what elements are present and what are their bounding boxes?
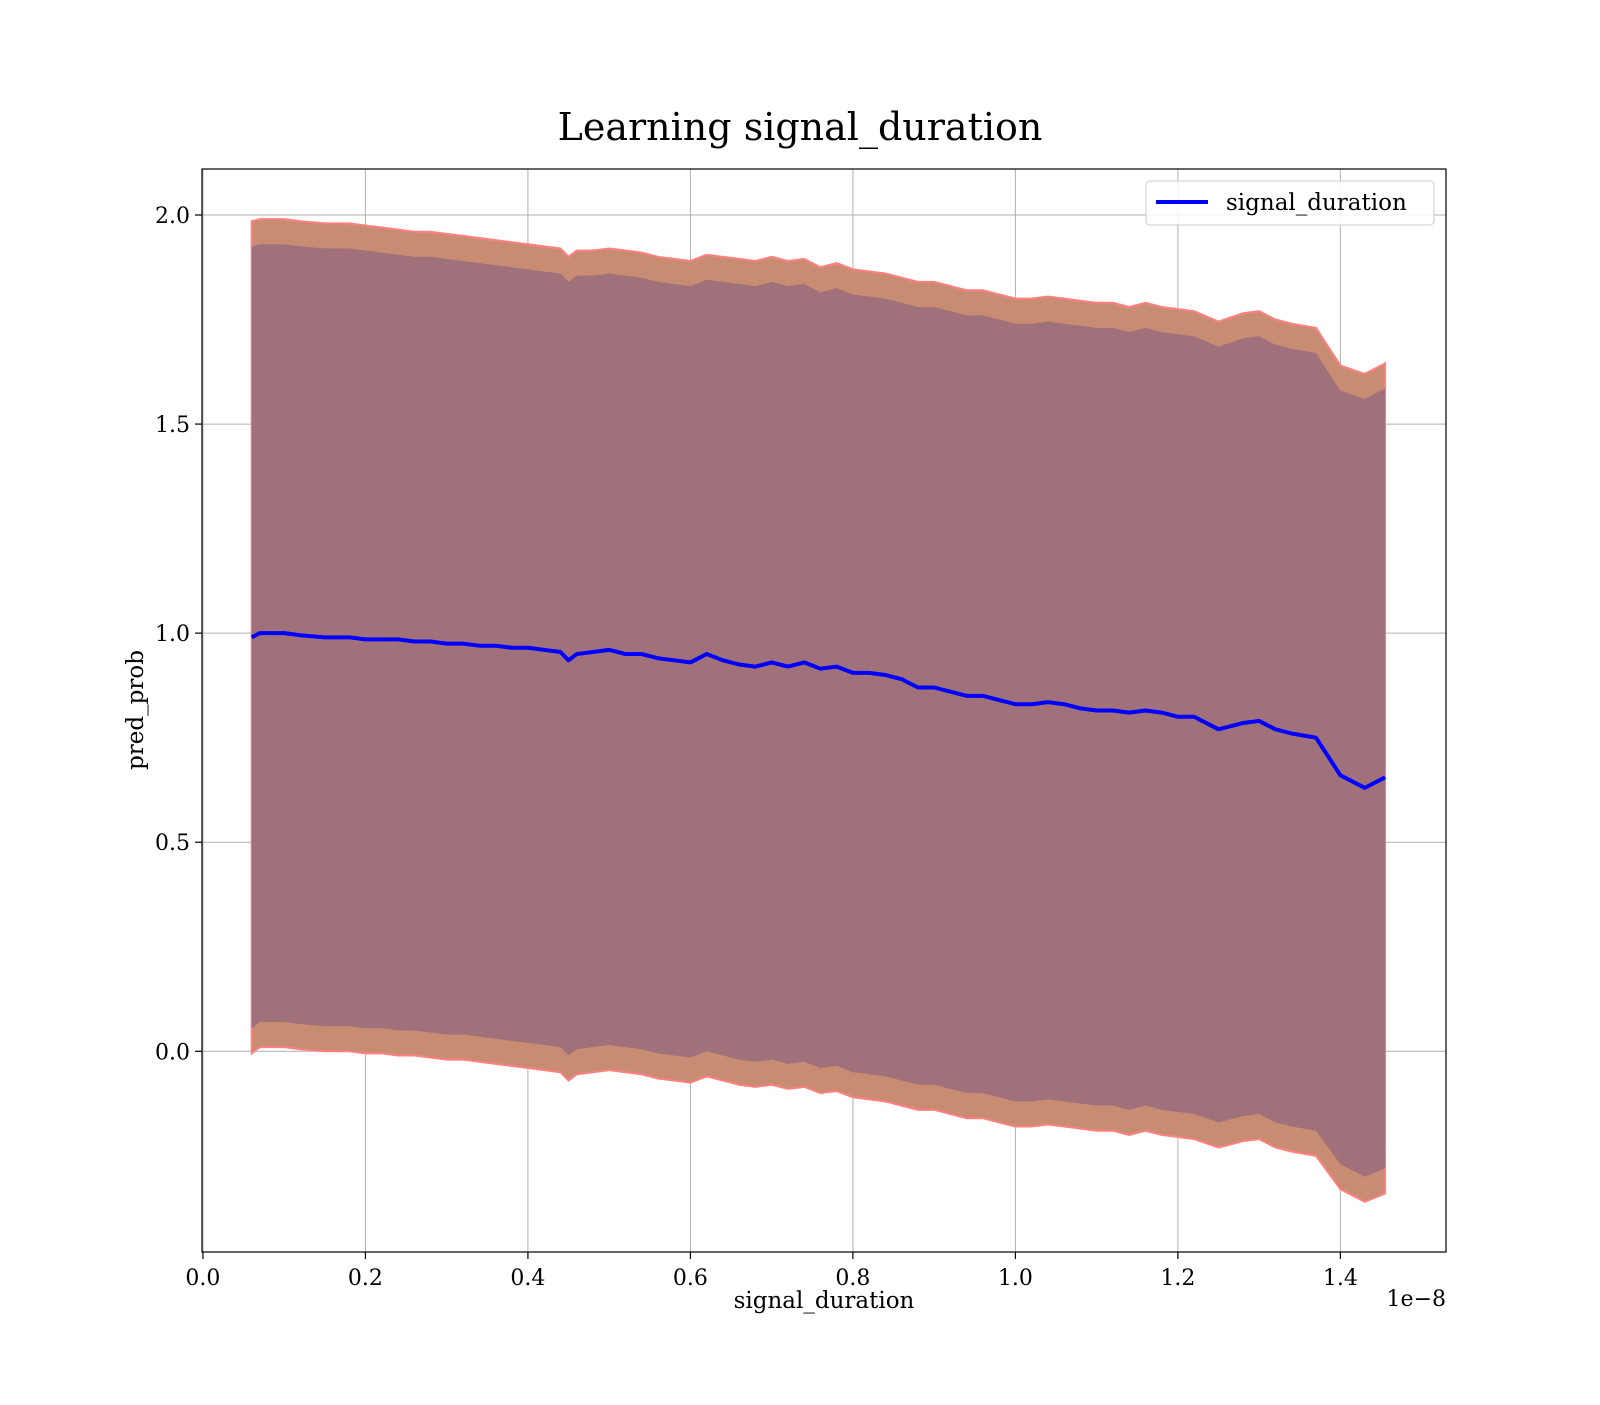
y-tick-label-2: 1.0 [155,622,190,647]
series-lines [250,631,1386,790]
y-tick-label-0: 0.0 [155,1040,190,1065]
x-tick-label-7: 1.4 [1323,1266,1358,1291]
plot-frame [201,168,1447,1253]
series-line-signal-duration [250,631,1386,790]
x-tick-label-1: 0.2 [348,1266,383,1291]
y-tick-label-4: 2.0 [155,204,190,229]
axis-ticks: 0.0 0.2 0.4 0.6 0.8 1.0 1.2 1.4 0.0 0.5 1.0 1.5 2.0 [155,204,1358,1291]
y-axis-label: pred_prob [123,650,149,770]
x-tick-label-3: 0.6 [673,1266,708,1291]
legend-label: signal_duration [1226,190,1407,216]
x-tick-label-2: 0.4 [510,1266,545,1291]
x-axis-label: signal_duration [734,1288,915,1314]
legend: signal_duration [1145,180,1435,226]
y-tick-label-1: 0.5 [155,831,190,856]
x-offset-text: 1e−8 [1387,1287,1446,1312]
legend-box [1145,180,1435,226]
confidence-bands [250,218,1387,1203]
x-tick-label-6: 1.2 [1160,1266,1195,1291]
x-tick-label-5: 1.0 [998,1266,1033,1291]
y-tick-label-3: 1.5 [155,413,190,438]
inner-confidence-band [251,244,1386,1177]
x-tick-label-4: 0.8 [835,1266,870,1291]
chart-title: Learning signal_duration [558,105,1043,150]
x-tick-label-0: 0.0 [185,1266,220,1291]
